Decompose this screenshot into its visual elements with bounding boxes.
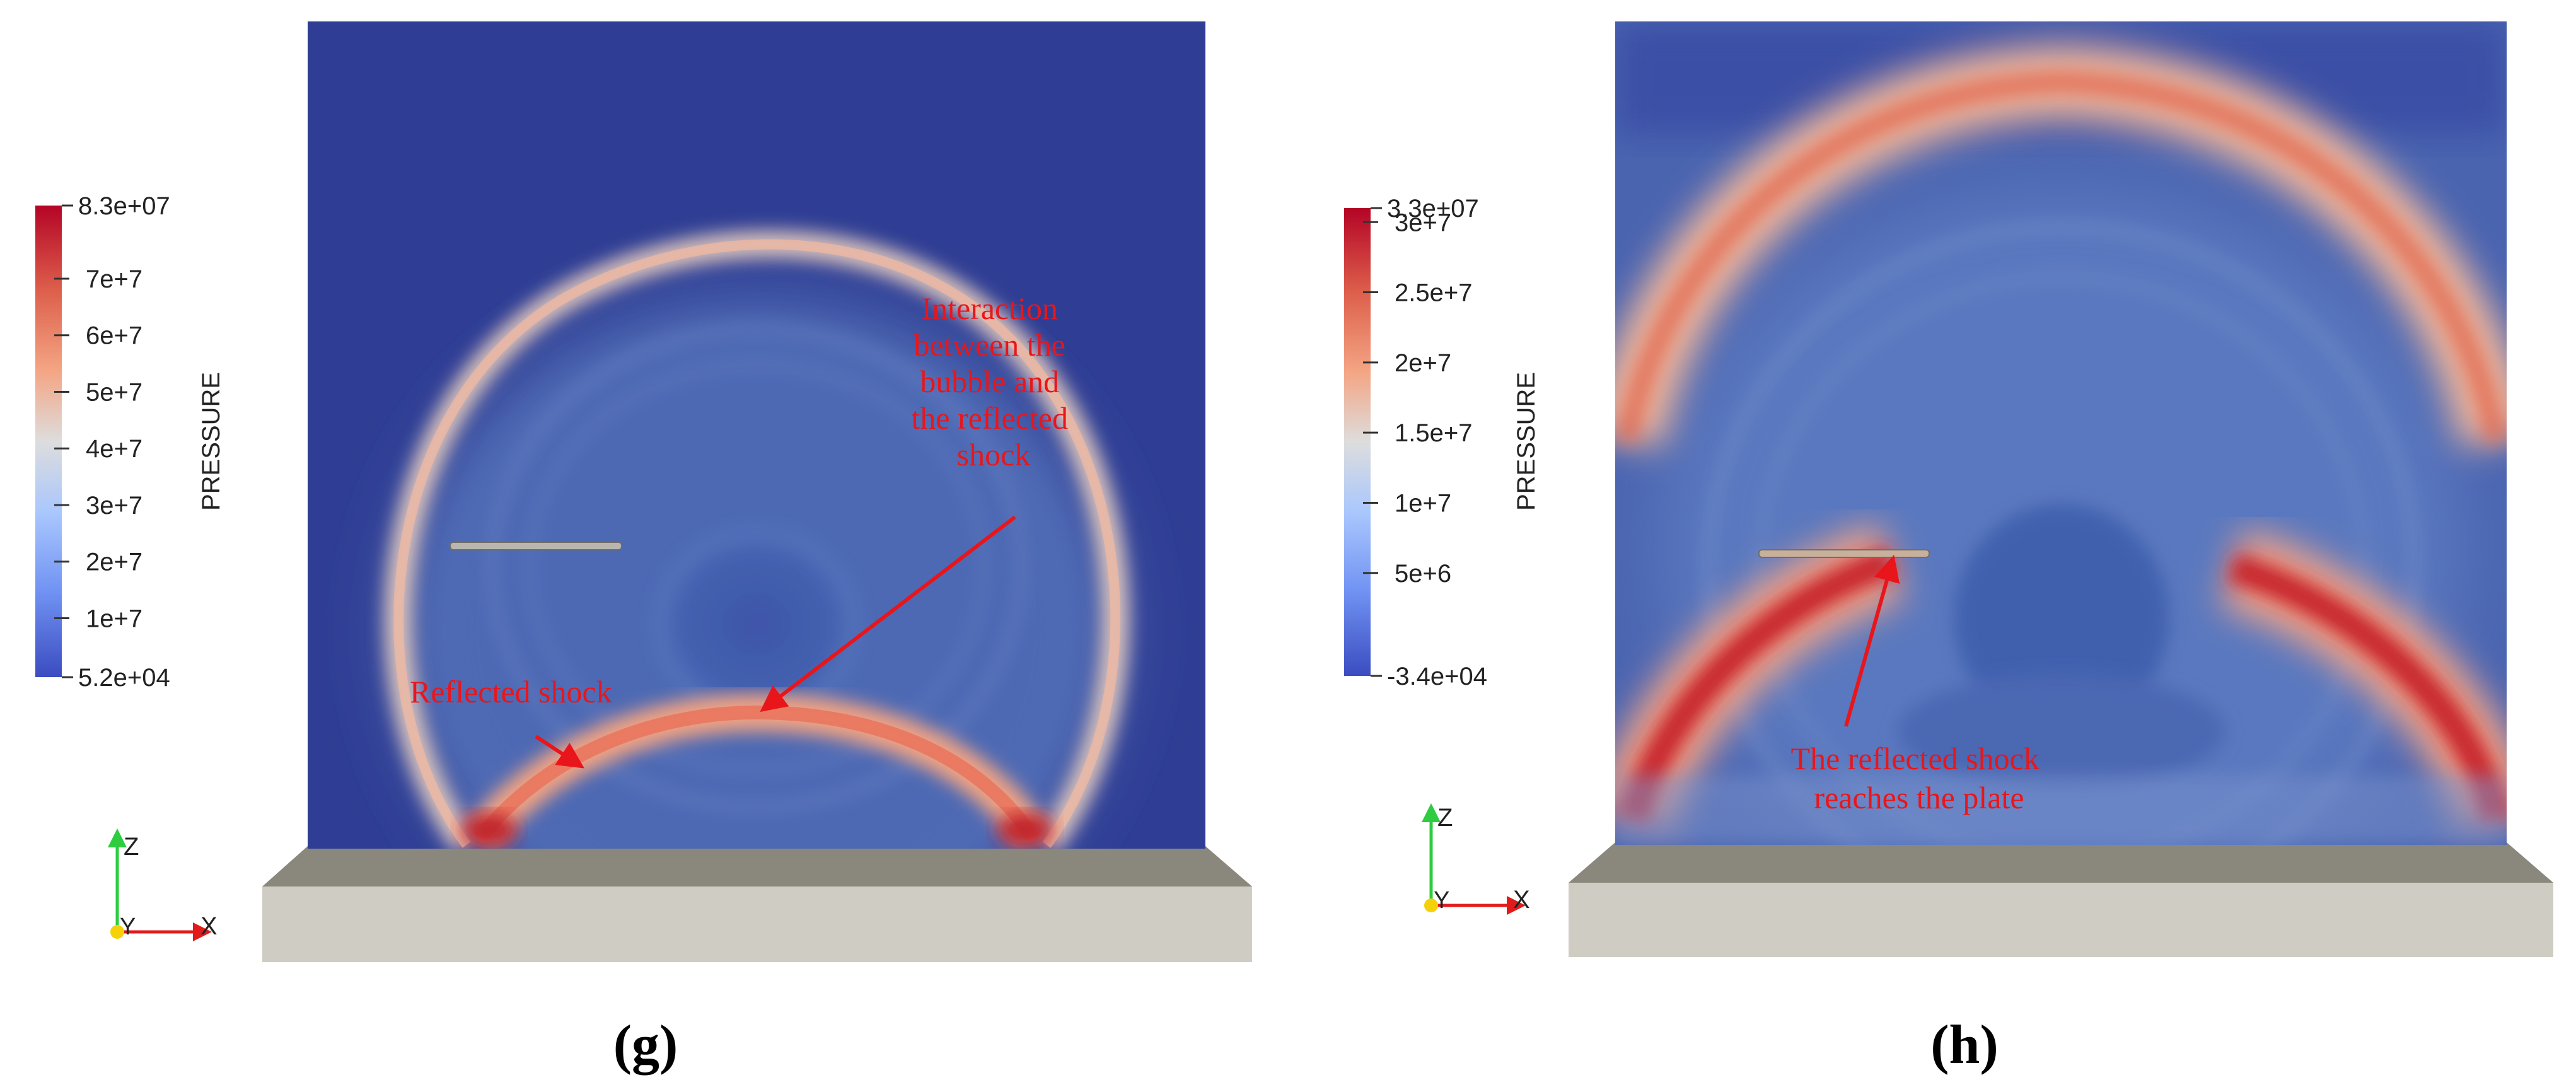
colorbar-tick-label: 1.5e+7	[1395, 419, 1472, 447]
caption-h: (h)	[1930, 1014, 1999, 1076]
svg-text:Reflected shock: Reflected shock	[410, 674, 612, 709]
axis-x-label: X	[200, 912, 218, 940]
colorbar-tick-label: 3e+7	[86, 492, 142, 520]
colorbar-min-label: 5.2e+04	[78, 664, 170, 692]
axes-triad-h: Z Y X	[1422, 803, 1530, 915]
panel-g: 8.3e+07 5.2e+04 7e+7 6e+7 5e+7 4e+7 3e+7 2e+7…	[35, 21, 1252, 1076]
thin-plate-h	[1758, 549, 1930, 558]
svg-text:The reflected shock re: The reflected shock reaches the plate	[1791, 741, 2048, 815]
colorbar-min-label: -3.4e+04	[1387, 663, 1487, 690]
annotation-line: between the	[914, 327, 1065, 363]
axis-z-label: Z	[124, 833, 139, 861]
colorbar-tick-label: 7e+7	[86, 265, 142, 293]
plate-g	[262, 846, 1252, 962]
annotation-line: reaches the plate	[1814, 780, 2024, 815]
colorbar-tick-label: 2.5e+7	[1395, 279, 1472, 307]
axis-y-label: Y	[1434, 887, 1449, 914]
pressure-field-h	[1615, 21, 2507, 845]
svg-text:Interaction between th: Interaction between the bubble and the r…	[912, 291, 1076, 472]
caption-g: (g)	[613, 1014, 678, 1076]
annotation-reaches-plate: The reflected shock reaches the plate	[1791, 554, 2048, 815]
thin-plate-g	[450, 542, 622, 550]
colorbar-tick-label: 5e+6	[1395, 560, 1451, 588]
colorbar-title: PRESSURE	[197, 372, 225, 511]
panel-h: 3.3e+07 -3.4e+04 3e+7 2.5e+7 2e+7 1.5e+7 1e+…	[1344, 21, 2553, 1076]
axis-z-label: Z	[1437, 804, 1453, 832]
colorbar-tick-label: 2e+7	[86, 549, 142, 576]
colorbar-tick-label: 6e+7	[86, 322, 142, 350]
axis-y-label: Y	[120, 914, 136, 940]
annotation-arrow	[1844, 554, 1900, 727]
annotation-line: shock	[957, 437, 1031, 472]
colorbar-tick-label: 5e+7	[86, 378, 142, 406]
annotation-arrow	[535, 735, 585, 769]
axes-triad-g: Z Y X	[108, 828, 218, 941]
colorbar-tick-label: 3e+7	[1395, 209, 1451, 236]
annotation-line: Reflected shock	[410, 674, 612, 709]
colorbar-tick-label: 1e+7	[1395, 489, 1451, 517]
pressure-field-g	[308, 21, 1205, 849]
annotation-reflected-shock: Reflected shock	[410, 674, 612, 769]
colorbar-title: PRESSURE	[1512, 372, 1540, 511]
annotation-line: The reflected shock	[1791, 741, 2039, 776]
annotation-interaction: Interaction between the bubble and the r…	[760, 291, 1076, 712]
colorbar-h: 3.3e+07 -3.4e+04 3e+7 2.5e+7 2e+7 1.5e+7 1e+…	[1344, 195, 1540, 690]
annotation-arrow	[760, 515, 1016, 712]
colorbar-tick-label: 1e+7	[86, 605, 142, 633]
colorbar-tick-label: 2e+7	[1395, 349, 1451, 377]
axis-x-label: X	[1513, 886, 1530, 914]
annotation-line: Interaction	[921, 291, 1058, 326]
annotation-line: the reflected	[912, 400, 1068, 436]
colorbar-max-label: 3.3e+07	[1387, 195, 1479, 223]
plate-h	[1569, 842, 2553, 957]
annotation-line: bubble and	[920, 364, 1059, 399]
colorbar-tick-label: 4e+7	[86, 435, 142, 463]
colorbar-max-label: 8.3e+07	[78, 192, 170, 220]
colorbar-g: 8.3e+07 5.2e+04 7e+7 6e+7 5e+7 4e+7 3e+7 2e+7…	[35, 192, 225, 692]
